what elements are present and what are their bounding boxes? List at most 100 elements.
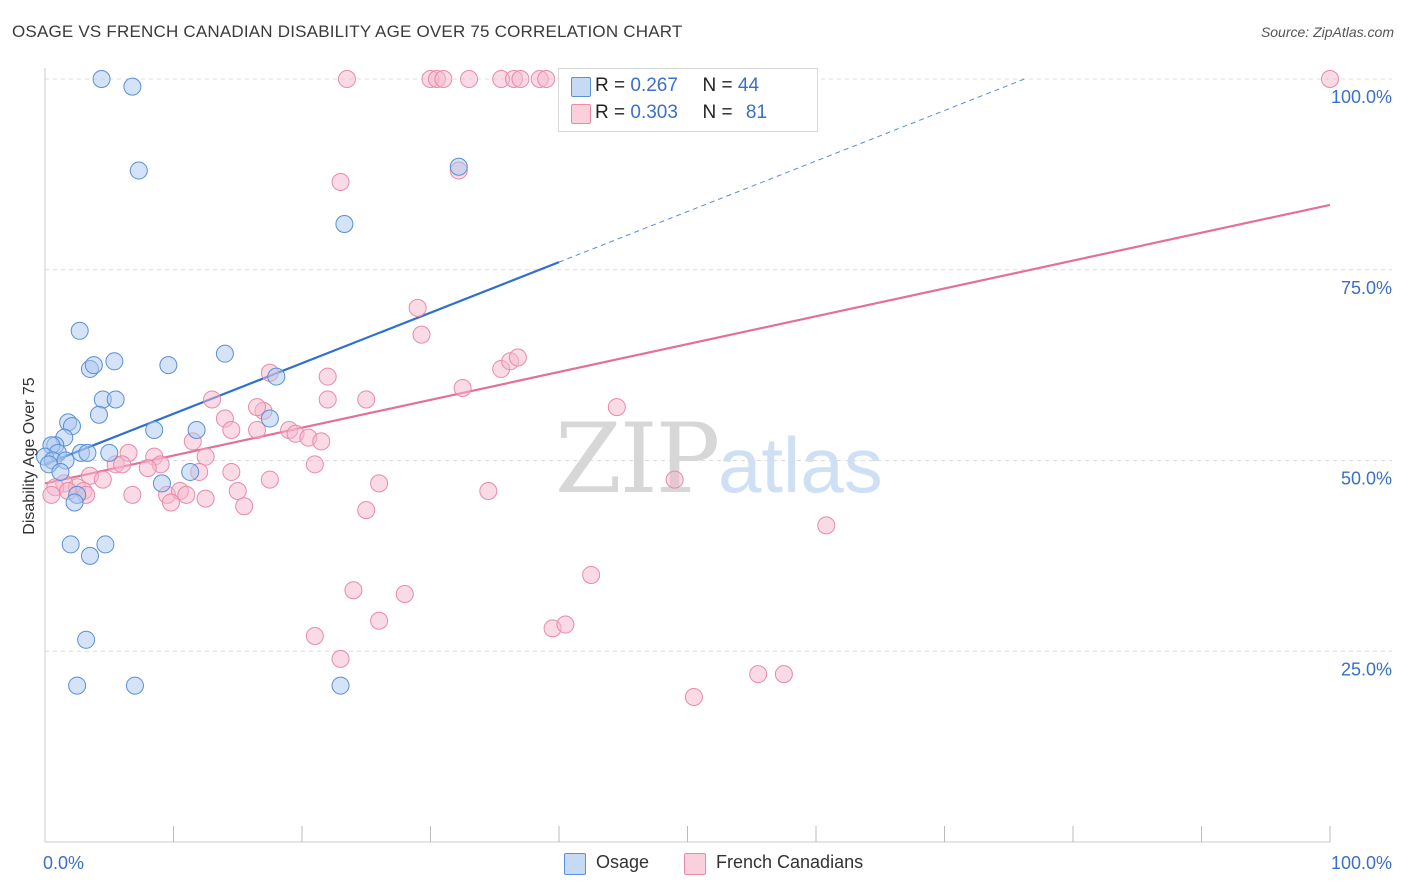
osage-swatch xyxy=(571,77,591,97)
osage-n-label: N = xyxy=(702,75,733,96)
french-point xyxy=(749,665,768,684)
french-point xyxy=(248,420,267,439)
french-point xyxy=(774,665,793,684)
french-r-label: R = xyxy=(595,102,626,123)
osage-point xyxy=(145,420,164,439)
french-point xyxy=(123,485,142,504)
french-point xyxy=(228,482,247,501)
french-swatch xyxy=(571,104,591,124)
french-point xyxy=(408,298,427,317)
osage-point xyxy=(78,443,97,462)
french-point xyxy=(434,70,453,88)
french-point xyxy=(395,585,414,604)
french-point xyxy=(479,482,498,501)
french-point xyxy=(556,615,575,634)
osage-point xyxy=(92,70,111,88)
watermark: ZIP atlas xyxy=(555,403,883,515)
osage-point xyxy=(51,462,70,481)
french-point xyxy=(511,70,530,88)
french-point xyxy=(305,455,324,474)
y-tick-label: 100.0% xyxy=(1331,87,1392,107)
osage-n-value: 44 xyxy=(737,75,760,96)
legend-osage-swatch xyxy=(564,853,586,875)
french-point xyxy=(684,688,703,707)
osage-point xyxy=(335,214,354,233)
french-point xyxy=(1321,70,1339,88)
legend-french-label: French Canadians xyxy=(716,852,864,872)
osage-point xyxy=(70,321,89,340)
osage-point xyxy=(65,493,84,512)
french-point xyxy=(312,432,331,451)
osage-point xyxy=(61,535,80,554)
french-point xyxy=(370,611,389,630)
y-tick-label: 25.0% xyxy=(1341,659,1392,679)
source-label: Source: ZipAtlas.com xyxy=(1260,24,1394,40)
french-point xyxy=(318,367,337,386)
osage-point xyxy=(77,630,96,649)
osage-point xyxy=(100,443,119,462)
osage-point xyxy=(125,676,144,695)
osage-r-value: 0.267 xyxy=(630,75,678,96)
chart-title: OSAGE VS FRENCH CANADIAN DISABILITY AGE … xyxy=(12,22,683,41)
x-tick-label: 0.0% xyxy=(43,853,84,873)
legend-row-osage: R = 0.267 N = 44 xyxy=(571,75,760,99)
osage-point xyxy=(80,546,99,565)
legend-osage-label: Osage xyxy=(596,852,650,872)
french-point xyxy=(196,447,215,466)
french-point xyxy=(318,390,337,409)
french-point xyxy=(460,70,479,88)
osage-point xyxy=(123,77,142,96)
legend-item-french: French Canadians xyxy=(684,852,864,875)
osage-point xyxy=(260,409,279,428)
french-point xyxy=(161,493,180,512)
legend-french-swatch xyxy=(684,853,706,875)
y-tick-label: 50.0% xyxy=(1341,469,1392,489)
osage-point xyxy=(129,161,148,180)
data-points xyxy=(36,70,1339,707)
french-point xyxy=(412,325,431,344)
watermark-atlas: atlas xyxy=(718,421,883,509)
osage-trend-line xyxy=(44,261,560,466)
french-point xyxy=(582,565,601,584)
osage-point xyxy=(105,352,124,371)
french-point xyxy=(93,470,112,489)
osage-point xyxy=(331,676,350,695)
osage-trend-extension xyxy=(558,78,1025,263)
osage-point xyxy=(215,344,234,363)
osage-point xyxy=(187,420,206,439)
osage-point xyxy=(152,474,171,493)
y-tick-label: 75.0% xyxy=(1341,278,1392,298)
legend-row-french: R = 0.303 N = 81 xyxy=(571,102,768,126)
legend-item-osage: Osage xyxy=(564,852,650,875)
french-point xyxy=(196,489,215,508)
french-point xyxy=(260,470,279,489)
french-point xyxy=(817,516,836,535)
french-point xyxy=(113,455,132,474)
french-point xyxy=(665,470,684,489)
french-point xyxy=(138,459,157,478)
french-n-value: 81 xyxy=(745,102,768,123)
french-point xyxy=(248,398,267,417)
y-axis-label: Disability Age Over 75 xyxy=(21,377,38,535)
french-point xyxy=(222,420,241,439)
tick-labels: 25.0% 50.0% 75.0% 100.0% 0.0% 100.0% xyxy=(43,87,1392,873)
osage-point xyxy=(267,367,286,386)
osage-point xyxy=(84,356,103,375)
watermark-zip: ZIP xyxy=(555,403,718,515)
french-r-value: 0.303 xyxy=(630,102,678,123)
osage-point xyxy=(89,405,108,424)
french-point xyxy=(331,649,350,668)
french-point xyxy=(453,379,472,398)
french-point xyxy=(235,497,254,516)
french-point xyxy=(357,390,376,409)
french-point xyxy=(370,474,389,493)
french-point xyxy=(203,390,222,409)
osage-point xyxy=(106,390,125,409)
x-tick-label: 100.0% xyxy=(1331,853,1392,873)
stats-legend: R = 0.267 N = 44 R = 0.303 N = 81 xyxy=(558,68,818,132)
osage-point xyxy=(68,676,87,695)
french-point xyxy=(344,581,363,600)
osage-point xyxy=(449,157,468,176)
french-point xyxy=(357,501,376,520)
